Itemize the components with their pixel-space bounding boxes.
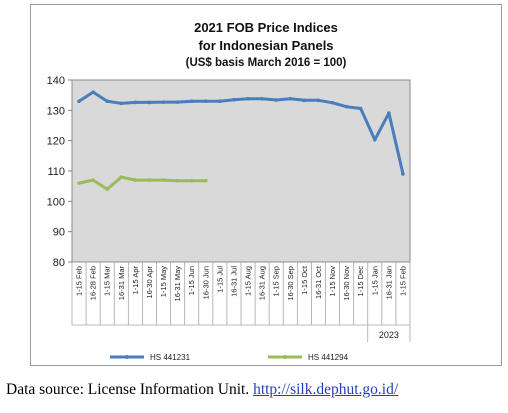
data-point (387, 111, 391, 115)
data-point (344, 104, 349, 109)
axes: 80 90 100 110 120 130 140 1-15 Feb 16-28 Feb 1-15… (47, 75, 411, 342)
data-point (330, 100, 335, 105)
data-point (119, 175, 124, 179)
x-tick-label: 1-15 Nov (328, 266, 337, 297)
x-tick-label: 1-15 May (159, 266, 168, 298)
data-point (161, 100, 166, 104)
series-line (77, 90, 405, 176)
x-tick-label: 1-15 Aug (244, 266, 253, 296)
x-tick-label: 1-15 Feb (75, 266, 84, 296)
legend-marker (125, 355, 129, 359)
x-tick-label: 16-30 Sep (286, 266, 295, 301)
y-tick-label: 130 (47, 105, 65, 117)
x-tick-label: 16-31 May (173, 266, 182, 302)
y-tick-label: 90 (53, 227, 65, 239)
data-source-note: Data source: License Information Unit. h… (6, 381, 506, 399)
y-tick-label: 120 (47, 136, 65, 148)
data-point (316, 98, 321, 103)
chart-subtitle: for Indonesian Panels (198, 38, 334, 53)
source-text: Data source: License Information Unit. (6, 381, 250, 398)
data-point (175, 178, 180, 183)
data-point (147, 100, 152, 105)
legend-marker (283, 355, 287, 359)
x-tick-label: 1-15 Apr (131, 266, 140, 295)
y-tick-label: 80 (53, 257, 65, 269)
data-point (133, 100, 138, 105)
data-point (105, 187, 110, 191)
x-tick-label: 1-15 Mar (103, 266, 112, 297)
y-tick-label: 140 (47, 75, 65, 87)
series-layer (77, 90, 405, 191)
data-point (260, 97, 264, 101)
legend-label: HS 441231 (150, 353, 191, 362)
x-tick-label: 1-15 Jul (215, 266, 224, 293)
data-point (288, 97, 293, 101)
legend-label: HS 441294 (308, 353, 349, 362)
y-tick-label: 110 (47, 166, 65, 178)
chart-title: 2021 FOB Price Indices (194, 20, 338, 35)
x-tick-label: 16-30 Nov (342, 266, 351, 301)
x-tick-label: 1-15 Dec (356, 266, 365, 297)
chart-svg: 80 90 100 110 120 130 140 1-15 Feb 16-28 Feb 1-15… (47, 75, 411, 362)
data-point (189, 99, 194, 104)
x-tick-label: 16-28 Feb (89, 266, 98, 300)
x-tick-label: 1-15 Feb (398, 266, 407, 296)
y-tick-label: 100 (47, 196, 65, 208)
data-point (105, 99, 110, 104)
data-point (218, 99, 222, 104)
year-label: 2023 (379, 330, 399, 340)
x-tick-label: 1-15 Jan (370, 266, 379, 295)
data-point (203, 99, 208, 104)
x-tick-label: 1-15 Oct (300, 265, 309, 295)
data-point (91, 178, 95, 182)
data-point (274, 98, 279, 102)
x-tick-label: 16-30 Jun (201, 266, 210, 299)
legend: HS 441231 HS 441294 (110, 353, 349, 362)
x-tick-label: 16-31 Oct (314, 265, 323, 299)
x-tick-label: 16-31 Mar (117, 266, 126, 301)
chart-basis-note: (US$ basis March 2016 = 100) (185, 57, 347, 69)
x-tick-label: 1-15 Sep (272, 266, 281, 296)
data-point (203, 178, 208, 183)
series-line (77, 175, 208, 191)
data-point (175, 100, 180, 104)
data-point (133, 178, 138, 182)
source-link[interactable]: http://silk.dephut.go.id/ (253, 381, 399, 398)
data-point (401, 172, 405, 176)
x-tick-label: 16-30 Apr (145, 266, 154, 299)
data-point (77, 181, 81, 185)
data-point (232, 97, 236, 102)
x-tick-label: 1-15 Jun (187, 266, 196, 295)
x-tick-label: 16-31 Jul (229, 266, 238, 297)
data-point (119, 101, 124, 106)
data-point (358, 106, 363, 111)
data-point (302, 98, 307, 103)
x-tick-label: 16-31 Jan (384, 266, 393, 299)
data-point (189, 178, 194, 183)
data-point (91, 90, 95, 94)
data-point (147, 178, 152, 182)
data-point (161, 178, 166, 182)
x-tick-label: 16-31 Aug (258, 266, 267, 300)
data-point (372, 137, 377, 142)
data-point (77, 99, 81, 104)
data-point (246, 97, 250, 101)
